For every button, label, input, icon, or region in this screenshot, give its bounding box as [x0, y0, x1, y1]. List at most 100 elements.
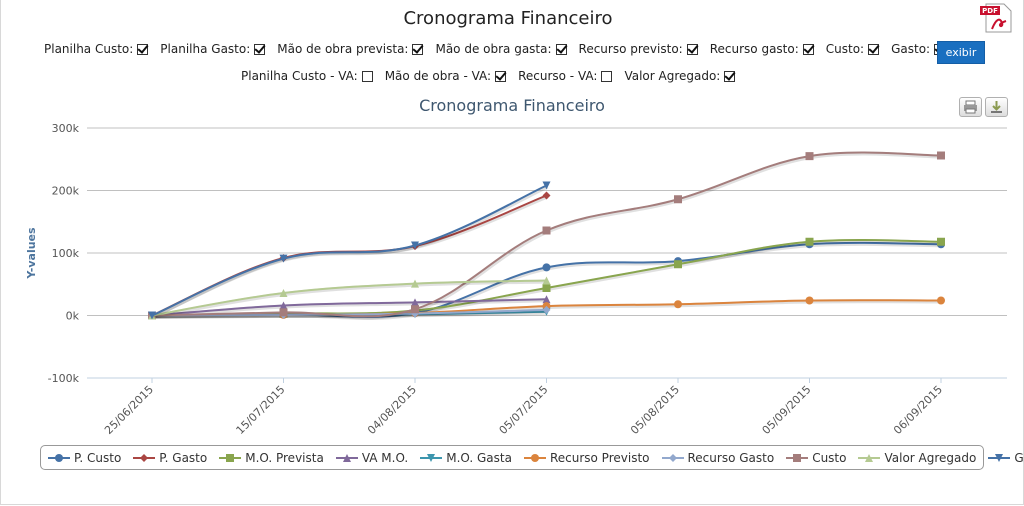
legend-item[interactable]: Recurso Gasto	[661, 450, 775, 465]
data-point	[542, 191, 551, 200]
filter-checkbox[interactable]	[724, 70, 736, 82]
data-point	[542, 226, 551, 235]
pdf-export-icon[interactable]: PDF	[980, 3, 1014, 33]
data-point	[805, 237, 814, 246]
data-point	[805, 296, 814, 305]
legend-symbol	[48, 453, 70, 462]
legend-item[interactable]: P. Custo	[48, 451, 121, 465]
x-tick-label: 06/09/2015	[891, 383, 945, 437]
filter-label: Mão de obra gasta:	[435, 42, 552, 56]
legend-label: Recurso Gasto	[687, 450, 775, 465]
filter-m-o-de-obra-gasta[interactable]: Mão de obra gasta:	[435, 42, 567, 56]
x-tick-label: 05/08/2015	[628, 383, 682, 437]
y-axis-title: Y-values	[25, 227, 38, 280]
data-point	[279, 289, 288, 297]
filter-label: Planilha Custo - VA:	[241, 69, 358, 83]
legend-item[interactable]: M.O. Gasta	[420, 451, 512, 465]
filter-checkbox[interactable]	[495, 70, 507, 82]
filter-planilha-custo-va[interactable]: Planilha Custo - VA:	[241, 69, 373, 83]
data-point	[542, 181, 551, 190]
x-tick-label: 25/06/2015	[102, 383, 156, 437]
legend-item[interactable]: Gasto	[988, 451, 1024, 465]
legend-item[interactable]: P. Gasto	[133, 451, 207, 465]
filter-label: Mão de obra - VA:	[384, 69, 492, 83]
filter-label: Gasto:	[891, 42, 931, 56]
filter-label: Custo:	[825, 42, 865, 56]
series-line	[151, 184, 547, 317]
legend-symbol	[523, 453, 546, 462]
series-shadow	[152, 184, 549, 319]
x-tick-label: 04/08/2015	[365, 383, 419, 437]
data-point	[542, 305, 551, 314]
filter-m-o-de-obra-va[interactable]: Mão de obra - VA:	[384, 69, 507, 83]
y-tick-label: 300k	[52, 122, 80, 135]
legend-label: VA M.O.	[361, 450, 409, 465]
data-point	[542, 263, 551, 272]
exibir-button[interactable]: exibir	[937, 41, 985, 64]
download-icon	[991, 101, 1002, 113]
download-button[interactable]	[985, 97, 1008, 117]
data-point	[937, 237, 945, 246]
series-line	[151, 308, 547, 317]
data-point	[148, 311, 156, 320]
filter-m-o-de-obra-prevista[interactable]: Mão de obra prevista:	[277, 42, 424, 56]
filter-checkbox[interactable]	[137, 43, 149, 55]
printer-icon	[964, 100, 977, 114]
y-tick-label: 0k	[66, 310, 80, 323]
legend-item[interactable]: Recurso Previsto	[523, 451, 650, 465]
print-button[interactable]	[959, 97, 982, 117]
filter-checkbox[interactable]	[412, 43, 424, 55]
filter-recurso-gasto[interactable]: Recurso gasto:	[710, 42, 814, 56]
filter-label: Recurso - VA:	[518, 69, 598, 83]
legend-label: Custo	[812, 450, 847, 465]
data-point	[411, 279, 419, 288]
filter-custo[interactable]: Custo:	[825, 42, 880, 56]
data-point	[411, 241, 419, 250]
legend-item[interactable]: M.O. Prevista	[219, 451, 324, 465]
filter-checkbox[interactable]	[868, 43, 880, 55]
legend-label: P. Custo	[74, 450, 122, 465]
filter-label: Recurso gasto:	[709, 42, 799, 56]
filter-planilha-custo[interactable]: Planilha Custo:	[44, 42, 149, 56]
filter-recurso-va[interactable]: Recurso - VA:	[518, 69, 613, 83]
filter-recurso-previsto[interactable]: Recurso previsto:	[579, 42, 698, 56]
legend-symbol	[219, 453, 242, 462]
filter-checkbox[interactable]	[254, 43, 266, 55]
filter-checkbox[interactable]	[686, 43, 698, 55]
series-line	[151, 298, 547, 317]
legend-label: M.O. Gasta	[446, 450, 512, 465]
x-tick-label: 05/07/2015	[497, 383, 551, 437]
filter-label: Valor Agregado:	[624, 69, 721, 83]
data-point	[411, 298, 419, 307]
data-point	[542, 284, 551, 292]
filter-valor-agregado[interactable]: Valor Agregado:	[624, 69, 736, 83]
legend-label: P. Gasto	[159, 450, 208, 465]
filter-checkbox[interactable]	[802, 43, 814, 55]
filter-planilha-gasto[interactable]: Planilha Gasto:	[160, 42, 266, 56]
legend-symbol	[786, 453, 809, 462]
legend-symbol	[858, 453, 881, 462]
filter-label: Mão de obra prevista:	[277, 42, 409, 56]
series-line	[151, 279, 547, 317]
data-point	[674, 195, 682, 204]
filter-label: Planilha Gasto:	[160, 42, 251, 56]
series-line	[151, 194, 547, 317]
data-point	[937, 151, 945, 160]
filter-label: Planilha Custo:	[44, 42, 134, 56]
filter-checkbox[interactable]	[361, 70, 373, 82]
data-point	[674, 260, 682, 269]
x-tick-label: 15/07/2015	[234, 383, 288, 437]
data-point	[279, 254, 288, 263]
legend-item[interactable]: VA M.O.	[335, 450, 409, 465]
data-point	[279, 301, 288, 310]
legend-symbol	[335, 453, 358, 462]
filter-label: Recurso previsto:	[578, 42, 683, 56]
filter-checkbox[interactable]	[555, 43, 567, 55]
legend-label: M.O. Prevista	[245, 450, 324, 465]
svg-text:PDF: PDF	[982, 7, 998, 15]
filter-checkbox[interactable]	[601, 70, 613, 82]
y-tick-label: 100k	[52, 247, 80, 260]
legend-item[interactable]: Valor Agregado	[858, 451, 976, 465]
legend-symbol	[661, 453, 684, 462]
legend-item[interactable]: Custo	[786, 451, 846, 465]
